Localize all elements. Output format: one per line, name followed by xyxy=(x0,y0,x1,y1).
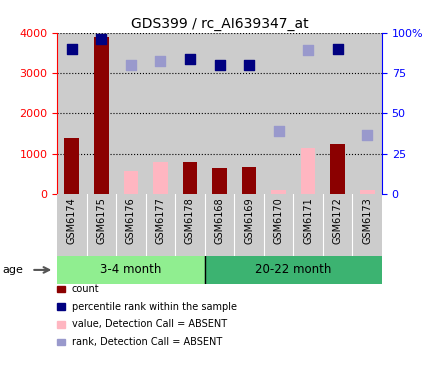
Title: GDS399 / rc_AI639347_at: GDS399 / rc_AI639347_at xyxy=(131,16,307,30)
Point xyxy=(333,46,340,52)
Bar xyxy=(116,194,145,256)
Text: count: count xyxy=(71,284,99,294)
Bar xyxy=(234,194,263,256)
Bar xyxy=(123,171,138,194)
Bar xyxy=(57,194,86,256)
Bar xyxy=(293,194,322,256)
Point xyxy=(245,62,252,68)
Point xyxy=(363,132,370,138)
Bar xyxy=(204,194,234,256)
Bar xyxy=(322,194,352,256)
Bar xyxy=(86,194,116,256)
Text: rank, Detection Call = ABSENT: rank, Detection Call = ABSENT xyxy=(71,337,221,347)
Bar xyxy=(329,144,344,194)
Bar xyxy=(175,194,204,256)
Bar xyxy=(263,33,293,194)
Text: GSM6176: GSM6176 xyxy=(126,197,136,244)
Bar xyxy=(204,33,234,194)
Bar xyxy=(322,33,352,194)
Point xyxy=(275,128,282,134)
Bar xyxy=(145,33,175,194)
Bar xyxy=(145,194,175,256)
Text: GSM6174: GSM6174 xyxy=(67,197,77,244)
Text: GSM6178: GSM6178 xyxy=(184,197,194,244)
Text: GSM6173: GSM6173 xyxy=(361,197,371,244)
Point xyxy=(98,36,105,42)
Text: 3-4 month: 3-4 month xyxy=(100,264,161,276)
Bar xyxy=(300,148,315,194)
Text: GSM6175: GSM6175 xyxy=(96,197,106,244)
Text: percentile rank within the sample: percentile rank within the sample xyxy=(71,302,236,312)
Bar xyxy=(57,33,86,194)
Point xyxy=(304,47,311,53)
Bar xyxy=(212,168,226,194)
Bar xyxy=(352,33,381,194)
Point xyxy=(186,56,193,62)
Bar xyxy=(153,162,167,194)
Point xyxy=(68,46,75,52)
Bar xyxy=(241,167,256,194)
Bar xyxy=(175,33,204,194)
Point xyxy=(215,62,223,68)
Bar xyxy=(204,256,381,284)
Bar xyxy=(116,33,145,194)
Bar xyxy=(57,256,204,284)
Point xyxy=(127,62,134,68)
Bar xyxy=(271,190,285,194)
Bar xyxy=(234,33,263,194)
Text: GSM6172: GSM6172 xyxy=(332,197,342,244)
Bar xyxy=(182,162,197,194)
Point xyxy=(156,58,163,64)
Text: GSM6170: GSM6170 xyxy=(273,197,283,244)
Text: 20-22 month: 20-22 month xyxy=(254,264,331,276)
Bar xyxy=(352,194,381,256)
Text: age: age xyxy=(2,265,23,275)
Bar xyxy=(86,33,116,194)
Text: GSM6177: GSM6177 xyxy=(155,197,165,244)
Text: GSM6168: GSM6168 xyxy=(214,197,224,244)
Bar xyxy=(293,33,322,194)
Text: value, Detection Call = ABSENT: value, Detection Call = ABSENT xyxy=(71,319,226,329)
Bar xyxy=(94,37,109,194)
Text: GSM6171: GSM6171 xyxy=(302,197,312,244)
Bar xyxy=(64,138,79,194)
Text: GSM6169: GSM6169 xyxy=(244,197,254,244)
Bar xyxy=(263,194,293,256)
Bar xyxy=(359,190,374,194)
